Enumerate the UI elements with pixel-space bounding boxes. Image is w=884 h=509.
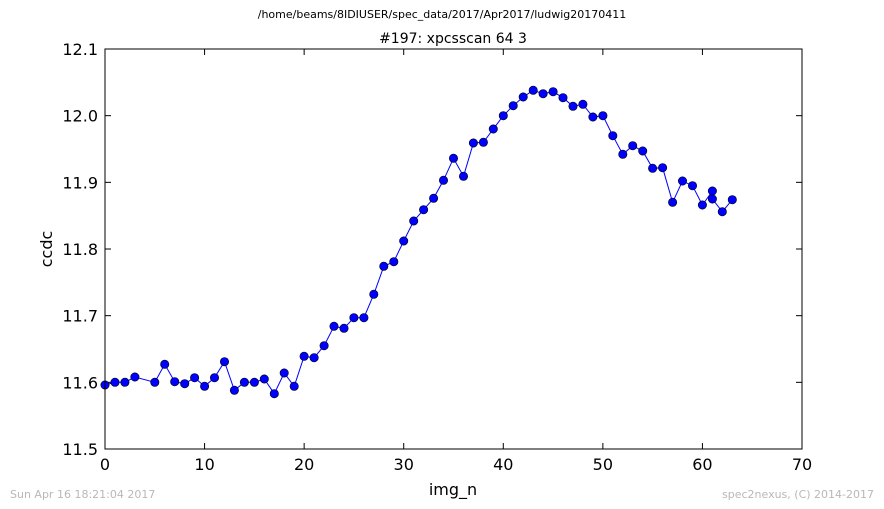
data-point (498, 111, 508, 121)
data-point (110, 377, 120, 387)
data-point (558, 93, 568, 103)
x-tick-label: 20 (294, 455, 314, 474)
chart-title: #197: xpcsscan 64 3 (379, 31, 527, 47)
y-tick-label: 11.5 (62, 440, 98, 459)
data-point (409, 216, 419, 226)
data-point (568, 101, 578, 111)
data-point (210, 373, 220, 383)
data-point (289, 381, 299, 391)
data-series (100, 85, 737, 399)
data-point (319, 341, 329, 351)
data-point (588, 112, 598, 122)
data-point (658, 163, 668, 173)
x-tick-label: 50 (593, 455, 613, 474)
data-point (648, 163, 658, 173)
data-point (468, 138, 478, 148)
data-point (638, 146, 648, 156)
data-point (677, 176, 687, 186)
data-point (538, 89, 548, 99)
data-point (508, 101, 518, 111)
x-tick-label: 30 (394, 455, 414, 474)
footer-credit: spec2nexus, (C) 2014-2017 (722, 488, 874, 501)
data-point (329, 321, 339, 331)
y-axis: 11.5 11.6 11.7 11.8 11.9 12.0 12.1 (62, 40, 802, 459)
data-point (259, 374, 269, 384)
data-point (438, 175, 448, 185)
data-point (697, 200, 707, 210)
data-point (369, 289, 379, 299)
y-tick-label: 11.7 (62, 307, 98, 326)
data-point (668, 197, 678, 207)
data-point (359, 313, 369, 323)
data-point (200, 381, 210, 391)
data-point (180, 379, 190, 389)
y-axis-label: ccdc (37, 231, 56, 268)
data-point (478, 137, 488, 147)
data-point (389, 257, 399, 267)
data-point (239, 377, 249, 387)
data-point (419, 205, 429, 215)
axes-frame (104, 48, 803, 450)
data-point (518, 92, 528, 102)
data-point (707, 194, 717, 204)
data-point (349, 313, 359, 323)
y-tick-label: 12.1 (62, 40, 98, 59)
data-point (120, 377, 130, 387)
y-tick-label: 11.9 (62, 173, 98, 192)
footer-timestamp: Sun Apr 16 18:21:04 2017 (10, 488, 155, 501)
data-point (429, 193, 439, 203)
data-point (339, 323, 349, 333)
data-point (299, 351, 309, 361)
data-point (379, 261, 389, 271)
x-tick-label: 10 (194, 455, 214, 474)
data-point (578, 99, 588, 109)
x-axis-label: img_n (429, 480, 477, 500)
x-tick-label: 40 (493, 455, 513, 474)
data-point (618, 149, 628, 159)
data-point (229, 385, 239, 395)
data-point (160, 359, 170, 369)
data-point (279, 368, 289, 378)
data-point (608, 131, 618, 141)
data-point (220, 357, 230, 367)
data-point (528, 85, 538, 95)
data-point (717, 207, 727, 217)
x-tick-label: 70 (792, 455, 812, 474)
data-point (548, 87, 558, 97)
data-point (598, 111, 608, 121)
data-point (448, 153, 458, 163)
y-tick-label: 11.8 (62, 240, 98, 259)
x-tick-label: 0 (100, 455, 110, 474)
chart-suptitle: /home/beams/8IDIUSER/spec_data/2017/Apr2… (258, 8, 627, 21)
series-line (104, 89, 733, 395)
y-tick-label: 12.0 (62, 107, 98, 126)
data-point (458, 171, 468, 181)
data-point (727, 195, 737, 205)
data-point (488, 124, 498, 134)
data-point (309, 353, 319, 363)
plot-area: 0 10 20 30 40 50 60 70 11.5 11.6 11.7 11.8 11.9 12.0… (62, 40, 812, 474)
data-point (170, 377, 180, 387)
y-tick-label: 11.6 (62, 373, 98, 392)
data-point (130, 372, 140, 382)
data-point (150, 377, 160, 387)
data-point (687, 181, 697, 191)
data-point (399, 236, 409, 246)
data-point (707, 186, 717, 196)
data-point (249, 377, 259, 387)
data-point (269, 389, 279, 399)
data-point (190, 373, 200, 383)
data-point (628, 141, 638, 151)
x-axis: 0 10 20 30 40 50 60 70 (100, 49, 812, 474)
x-tick-label: 60 (692, 455, 712, 474)
